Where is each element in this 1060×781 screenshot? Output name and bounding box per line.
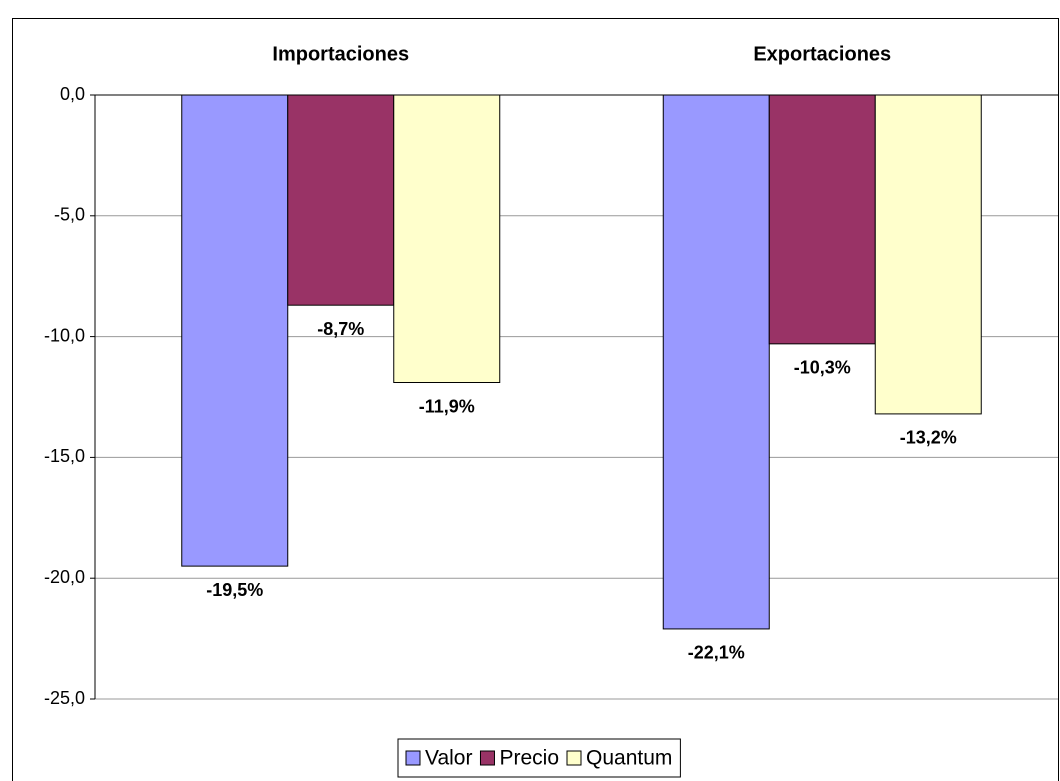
bar bbox=[874, 94, 982, 415]
y-tick-label: -5,0 bbox=[54, 205, 85, 225]
value-label: -13,2% bbox=[900, 428, 957, 448]
y-tick-label: -10,0 bbox=[44, 325, 85, 345]
category-label: Importaciones bbox=[272, 43, 409, 65]
bar bbox=[393, 94, 501, 384]
category-label: Exportaciones bbox=[753, 43, 891, 65]
legend-swatch bbox=[566, 750, 582, 766]
legend-label: Valor bbox=[425, 747, 472, 770]
legend-swatch bbox=[405, 750, 421, 766]
legend-label: Quantum bbox=[586, 747, 672, 770]
value-label: -19,5% bbox=[206, 580, 263, 600]
y-tick-label: -25,0 bbox=[44, 688, 85, 708]
value-label: -8,7% bbox=[317, 319, 364, 339]
y-tick-label: 0,0 bbox=[60, 84, 85, 104]
legend bbox=[397, 738, 681, 778]
y-tick-label: -15,0 bbox=[44, 446, 85, 466]
legend-label: Precio bbox=[499, 747, 559, 770]
bar bbox=[662, 94, 770, 630]
bar bbox=[768, 94, 876, 345]
bar bbox=[287, 94, 395, 306]
value-label: -10,3% bbox=[794, 358, 851, 378]
y-tick-label: -20,0 bbox=[44, 567, 85, 587]
legend-swatch bbox=[479, 750, 495, 766]
bar bbox=[181, 94, 289, 567]
value-label: -11,9% bbox=[419, 396, 475, 416]
value-label: -22,1% bbox=[688, 643, 745, 663]
